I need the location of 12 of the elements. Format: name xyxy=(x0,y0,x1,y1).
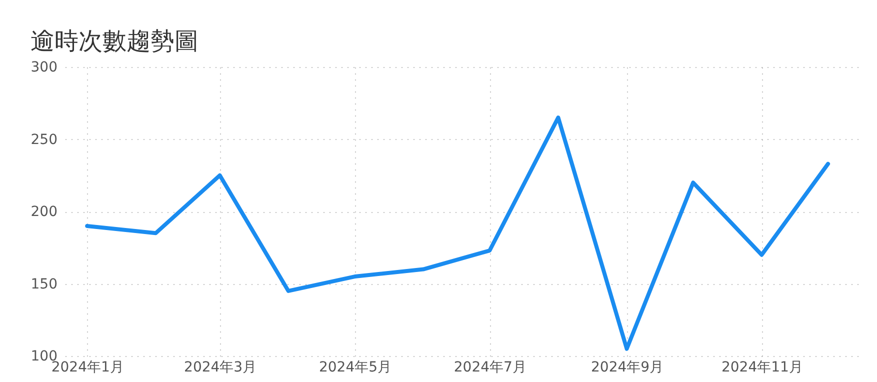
x-tick-label: 2024年11月 xyxy=(721,360,803,376)
x-tick-label: 2024年5月 xyxy=(318,360,392,376)
x-tick-label: 2024年3月 xyxy=(184,360,257,376)
line-series xyxy=(85,116,830,351)
y-tick-label: 300 xyxy=(30,60,58,76)
y-tick-label: 200 xyxy=(30,204,58,220)
x-tick-label: 2024年1月 xyxy=(51,360,124,376)
x-tick-label: 2024年9月 xyxy=(591,360,664,376)
chart-title: 逾時次數趨勢圖 xyxy=(30,27,198,55)
y-tick-label: 250 xyxy=(30,132,58,148)
y-tick-label: 150 xyxy=(30,276,58,292)
x-tick-label: 2024年7月 xyxy=(454,360,526,376)
